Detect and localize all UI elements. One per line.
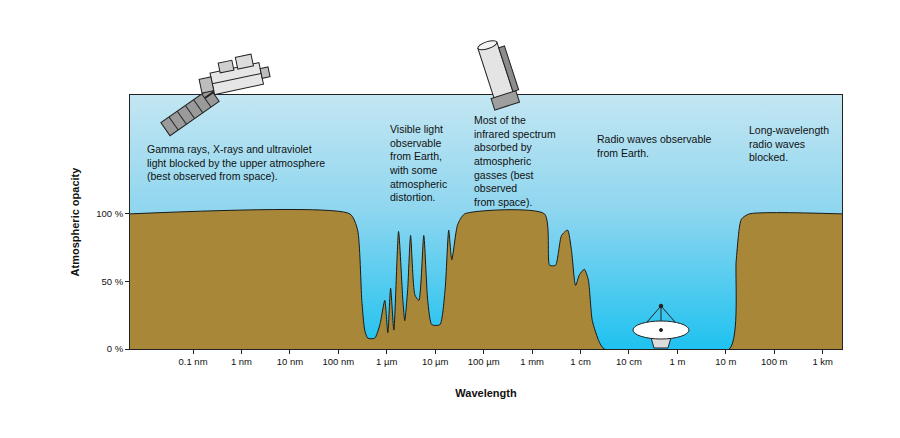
- svg-text:100 %: 100 %: [96, 208, 123, 219]
- svg-text:100 µm: 100 µm: [468, 356, 500, 367]
- svg-text:Visible lightobservablefrom Ea: Visible lightobservablefrom Earth,with s…: [389, 123, 447, 203]
- svg-text:1 µm: 1 µm: [376, 356, 397, 367]
- svg-text:Most of theinfrared spectrumab: Most of theinfrared spectrumabsorbed bya…: [474, 114, 556, 208]
- svg-text:10 µm: 10 µm: [422, 356, 449, 367]
- svg-text:10 cm: 10 cm: [616, 356, 642, 367]
- svg-text:Wavelength: Wavelength: [455, 387, 517, 399]
- svg-text:10 nm: 10 nm: [277, 356, 303, 367]
- svg-text:0 %: 0 %: [107, 343, 124, 354]
- svg-text:1 nm: 1 nm: [231, 356, 252, 367]
- svg-text:50 %: 50 %: [101, 276, 123, 287]
- svg-text:Atmospheric opacity: Atmospheric opacity: [69, 167, 81, 277]
- svg-text:0.1 nm: 0.1 nm: [178, 356, 207, 367]
- svg-text:100 m: 100 m: [761, 356, 787, 367]
- svg-text:1 km: 1 km: [812, 356, 833, 367]
- svg-text:Gamma rays, X-rays and ultravi: Gamma rays, X-rays and ultravioletlight …: [147, 143, 325, 182]
- svg-text:1 cm: 1 cm: [570, 356, 591, 367]
- svg-text:100 nm: 100 nm: [322, 356, 354, 367]
- svg-text:1 mm: 1 mm: [520, 356, 544, 367]
- svg-text:Radio waves observablefrom Ear: Radio waves observablefrom Earth.: [597, 133, 712, 159]
- svg-text:10 m: 10 m: [715, 356, 736, 367]
- svg-text:1 m: 1 m: [669, 356, 685, 367]
- svg-text:Long-wavelengthradio wavesbloc: Long-wavelengthradio wavesblocked.: [749, 124, 829, 163]
